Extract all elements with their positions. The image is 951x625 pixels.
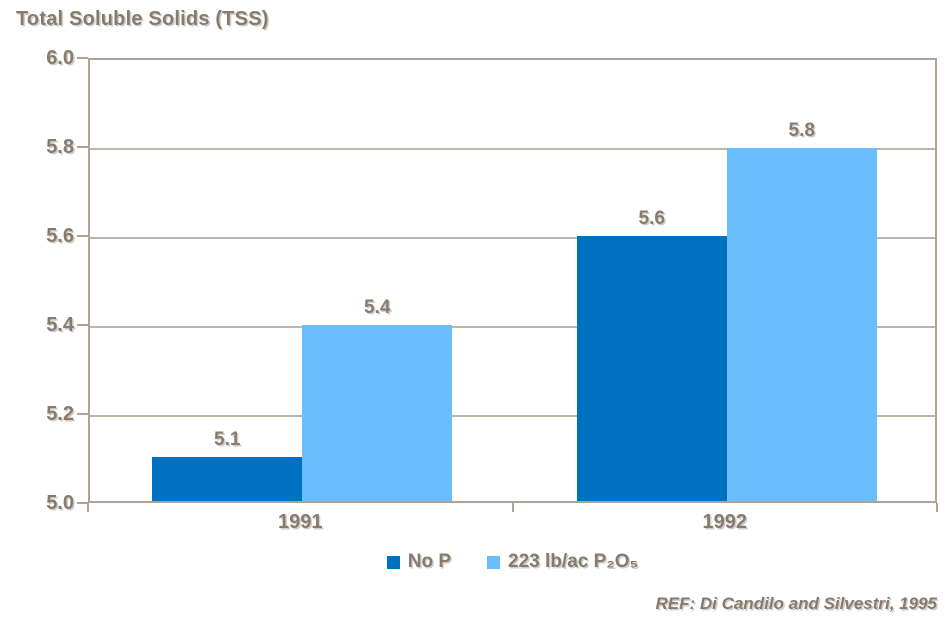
legend-item: No P	[386, 551, 452, 573]
reference-note: REF: Di Candilo and Silvestri, 1995	[655, 594, 937, 613]
y-axis-tick	[77, 235, 88, 237]
y-axis-tick	[77, 413, 88, 415]
legend-label: No P	[407, 551, 452, 572]
gridline	[90, 326, 935, 328]
chart-title: Total Soluble Solids (TSS)	[16, 8, 269, 30]
gridline	[90, 237, 935, 239]
x-axis-tick	[87, 503, 89, 512]
gridline	[90, 415, 935, 417]
legend-swatch	[386, 555, 400, 569]
bar-value-label: 5.6	[638, 208, 665, 230]
plot-area: 5.1 5.4 5.6 5.8	[88, 58, 937, 503]
y-axis-label: 5.2	[46, 403, 74, 425]
bar-group: 5.1 5.4	[90, 60, 515, 501]
y-axis-label: 5.8	[46, 136, 74, 158]
x-axis-label: 1992	[702, 511, 748, 533]
bar-value-label: 5.8	[788, 120, 815, 142]
y-axis-label: 6.0	[46, 47, 74, 69]
y-axis-tick	[77, 57, 88, 59]
y-axis-tick	[77, 324, 88, 326]
x-axis-tick	[511, 503, 514, 512]
bar: 5.4	[302, 297, 453, 501]
bar-value-label: 5.1	[214, 428, 241, 450]
bar-value-label: 5.4	[364, 296, 391, 318]
gridline	[90, 148, 935, 150]
legend-swatch	[487, 555, 501, 569]
x-axis-label: 1991	[278, 511, 323, 533]
y-axis-tick	[77, 502, 88, 504]
y-axis-label: 5.0	[46, 492, 74, 514]
bar: 5.6	[576, 208, 727, 501]
y-axis-tick	[77, 146, 88, 148]
bar-group: 5.6 5.8	[515, 60, 940, 501]
legend-label: 223 lb/ac P₂O₅	[508, 551, 639, 572]
legend-item: 223 lb/ac P₂O₅	[487, 551, 638, 573]
legend: No P 223 lb/ac P₂O₅	[88, 551, 937, 573]
bar: 5.1	[152, 429, 303, 501]
bar: 5.8	[726, 120, 877, 501]
y-axis-label: 5.6	[46, 225, 74, 247]
x-axis-tick	[936, 503, 938, 512]
y-axis-label: 5.4	[46, 314, 74, 336]
